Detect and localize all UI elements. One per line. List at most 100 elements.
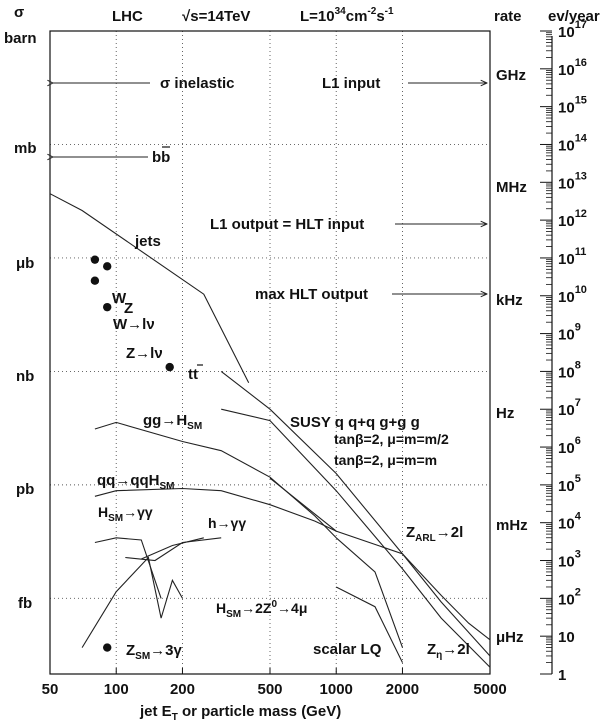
events-tick-exp: 15 bbox=[575, 95, 587, 107]
sigma-title: σ bbox=[14, 4, 24, 21]
data-point bbox=[103, 643, 112, 652]
rate-label-hz: Hz bbox=[496, 405, 514, 422]
events-tick-base: 10 bbox=[558, 100, 575, 117]
zarl-label: ZARL→2l bbox=[406, 524, 463, 544]
events-tick-label: 106 bbox=[558, 435, 581, 457]
events-tick-label: 1016 bbox=[558, 57, 587, 79]
x-tick-label: 50 bbox=[42, 681, 59, 698]
x-tick-label: 200 bbox=[170, 681, 195, 698]
hsm-gg-label: HSM→γγ bbox=[98, 504, 153, 524]
events-tick-label: 104 bbox=[558, 511, 582, 533]
susy-label-3: tanβ=2, μ=m=m bbox=[334, 452, 437, 468]
events-tick-exp: 7 bbox=[575, 397, 581, 409]
data-point bbox=[165, 362, 174, 372]
lum-tail: s bbox=[376, 8, 384, 25]
rate-label-mhz: MHz bbox=[496, 179, 527, 196]
zeta-tail: →2l bbox=[442, 641, 470, 658]
events-tick-label: 1012 bbox=[558, 208, 587, 230]
header-lhc: LHC bbox=[112, 8, 143, 25]
series-line bbox=[125, 537, 222, 562]
qqH-label: qq→qqHSM bbox=[97, 472, 174, 492]
h4mu-end: →4μ bbox=[277, 600, 307, 616]
h4mu-sup: 0 bbox=[271, 599, 277, 610]
events-tick-exp: 4 bbox=[575, 511, 582, 523]
data-point bbox=[90, 255, 100, 264]
ggH-label: gg→HSM bbox=[143, 412, 202, 432]
events-tick-label: 1013 bbox=[558, 170, 587, 192]
grid bbox=[50, 31, 490, 674]
susy2-b: =m bbox=[416, 431, 437, 447]
events-tick-label: 1010 bbox=[558, 284, 587, 306]
left-label-fb: fb bbox=[18, 595, 32, 612]
events-tick-label: 102 bbox=[558, 586, 581, 608]
ggH-sub: SM bbox=[187, 421, 202, 432]
lum-base: L=10 bbox=[300, 8, 335, 25]
events-tick-label: 103 bbox=[558, 549, 581, 571]
left-label-pb: pb bbox=[16, 481, 34, 498]
h4mu-H: H bbox=[216, 600, 226, 616]
zsm-sub: SM bbox=[135, 651, 150, 662]
susy-label-1: SUSY q q+q g+g g bbox=[290, 414, 420, 431]
rate-label-uhz: μHz bbox=[496, 629, 524, 646]
events-tick-label: 108 bbox=[558, 359, 581, 381]
events-tick-base: 10 bbox=[558, 591, 575, 608]
sigma-inelastic-label: σ inelastic bbox=[160, 75, 234, 92]
events-tick-base: 10 bbox=[558, 137, 575, 154]
bb-label: bb bbox=[152, 149, 170, 166]
susy-label-2: tanβ=2, μ=m=m/2 bbox=[334, 431, 449, 447]
w-label: W bbox=[112, 290, 127, 307]
series-line bbox=[81, 556, 183, 648]
barn-label: barn bbox=[4, 30, 37, 47]
events-tick-exp: 14 bbox=[575, 132, 588, 144]
events-tick-base: 10 bbox=[558, 478, 575, 495]
rate-label-khz: kHz bbox=[496, 292, 523, 309]
zsm-3g-label: ZSM→3γ bbox=[126, 642, 183, 662]
susy2-a: tanβ=2, μ=m bbox=[334, 431, 416, 447]
data-point bbox=[103, 302, 112, 312]
data-point bbox=[90, 276, 100, 285]
events-tick-exp: 10 bbox=[575, 284, 587, 296]
events-tick-base: 10 bbox=[558, 554, 575, 571]
zsm-tail: →3γ bbox=[150, 642, 182, 659]
events-tick-exp: 5 bbox=[575, 473, 581, 485]
data-points bbox=[90, 255, 174, 652]
process-labels: jets W Z W→lν Z→lν tt gg→HSM qq→qqHSM SU… bbox=[97, 233, 470, 662]
l1-input-label: L1 input bbox=[322, 75, 380, 92]
zlv-label: Z→lν bbox=[126, 345, 163, 362]
bb-bbar: b bbox=[161, 149, 170, 166]
lum-tail-exp: -1 bbox=[385, 6, 394, 17]
lum-unit: cm bbox=[346, 8, 368, 25]
series-line bbox=[269, 477, 491, 641]
l1-output-label: L1 output = HLT input bbox=[210, 216, 364, 233]
events-tick-base: 10 bbox=[558, 516, 575, 533]
zeta-Z: Z bbox=[427, 641, 436, 658]
events-tick-label: 1015 bbox=[558, 95, 587, 117]
hsmgg-tail: →γγ bbox=[123, 504, 153, 520]
events-tick-base: 10 bbox=[558, 251, 575, 268]
events-tick-exp: 2 bbox=[575, 586, 581, 598]
series-line bbox=[335, 586, 403, 663]
events-axis: 1017101610151014101310121011101010910810… bbox=[540, 19, 588, 684]
series-line bbox=[220, 370, 491, 657]
header-energy: √s=14TeV bbox=[182, 8, 250, 25]
zarl-tail: →2l bbox=[436, 524, 464, 541]
x-tick-label: 2000 bbox=[386, 681, 419, 698]
x-tick-label: 500 bbox=[257, 681, 282, 698]
rate-lines: σ inelastic L1 input bb L1 output = HLT … bbox=[53, 75, 487, 303]
events-tick-exp: 9 bbox=[575, 322, 581, 334]
events-tick-base: 1 bbox=[558, 667, 566, 684]
x-axis-title: jet ET or particle mass (GeV) bbox=[139, 703, 341, 723]
events-tick-base: 10 bbox=[558, 24, 575, 41]
events-tick-exp: 6 bbox=[575, 435, 581, 447]
series-line bbox=[49, 193, 250, 384]
hsmgg-H: H bbox=[98, 504, 108, 520]
x-tick-label: 1000 bbox=[320, 681, 353, 698]
susy2-c: /2 bbox=[437, 431, 449, 447]
events-tick-label: 1017 bbox=[558, 19, 587, 41]
wlv-label: W→lν bbox=[113, 316, 155, 333]
susy3-b: =m bbox=[416, 452, 437, 468]
series-line bbox=[221, 408, 491, 668]
x-tick-label: 5000 bbox=[473, 681, 506, 698]
events-tick-exp: 13 bbox=[575, 170, 587, 182]
events-tick-base: 10 bbox=[558, 629, 575, 646]
